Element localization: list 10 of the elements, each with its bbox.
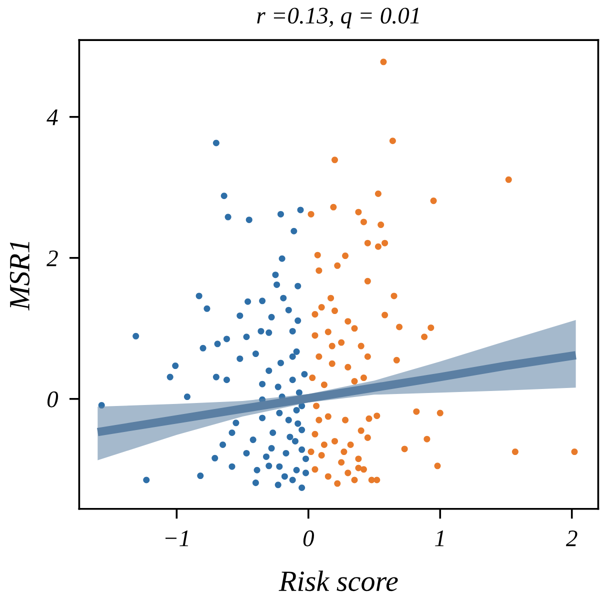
- x-tick-label: −1: [165, 530, 188, 546]
- x-tick-label: 0: [303, 530, 314, 546]
- x-tick-label: 2: [566, 530, 578, 546]
- x-tick-label: 1: [435, 530, 444, 546]
- y-axis-title: MSR1: [10, 242, 30, 310]
- y-tick-label: 2: [46, 250, 58, 266]
- chart-title: r =0.13, q = 0.01: [257, 8, 419, 28]
- y-tick-label: 4: [46, 110, 58, 126]
- y-tick-label: 0: [47, 391, 58, 408]
- x-axis-title: Risk score: [278, 570, 398, 592]
